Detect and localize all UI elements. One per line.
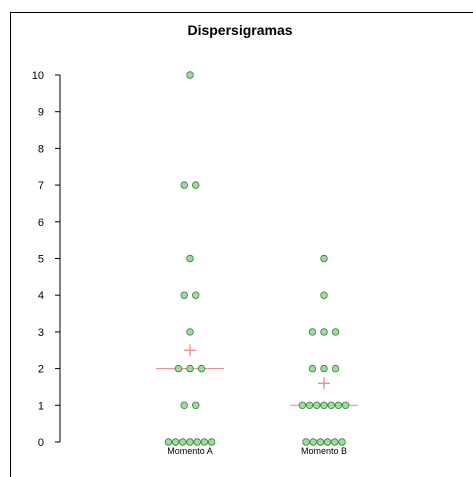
data-point <box>207 438 216 446</box>
data-point <box>308 364 317 373</box>
y-tick-label: 9 <box>38 107 44 119</box>
data-point <box>186 254 194 263</box>
data-point <box>338 438 346 446</box>
data-point <box>186 71 194 79</box>
y-tick-label: 8 <box>38 143 44 155</box>
data-point <box>305 401 314 409</box>
data-point <box>331 438 339 446</box>
data-point <box>171 438 180 446</box>
data-point <box>197 364 206 373</box>
y-tick-label: 3 <box>38 327 44 339</box>
y-tick-label: 5 <box>38 254 44 266</box>
data-point <box>179 438 187 446</box>
data-point <box>180 401 188 409</box>
data-point <box>320 254 328 263</box>
data-point <box>186 438 194 446</box>
data-point <box>316 438 325 446</box>
data-point <box>186 364 194 373</box>
data-point <box>320 401 328 409</box>
data-point <box>331 364 340 373</box>
y-tick-label: 1 <box>38 400 44 412</box>
data-point <box>200 438 209 446</box>
category-label: Momento B <box>301 446 347 456</box>
data-point <box>192 181 200 189</box>
data-point <box>298 401 307 409</box>
data-point <box>327 401 335 409</box>
y-tick-label: 10 <box>32 70 44 82</box>
data-point <box>174 364 183 373</box>
data-point <box>334 401 343 409</box>
data-point <box>164 438 173 446</box>
y-tick-label: 2 <box>38 364 44 376</box>
data-point <box>320 364 328 373</box>
data-point <box>192 401 200 409</box>
data-point <box>186 328 194 336</box>
data-point <box>341 401 350 409</box>
y-tick-label: 4 <box>38 290 44 302</box>
frame-top-border <box>10 12 473 13</box>
data-point <box>323 438 332 446</box>
chart-title: Dispersigramas <box>187 22 293 38</box>
data-point <box>180 181 188 189</box>
data-point <box>320 328 328 336</box>
data-point <box>320 291 328 299</box>
data-point <box>192 291 200 299</box>
data-point <box>309 438 317 446</box>
frame-left-border <box>10 12 11 477</box>
data-point <box>308 328 317 336</box>
data-point <box>302 438 310 446</box>
y-tick-label: 7 <box>38 180 44 192</box>
category-label: Momento A <box>167 446 213 456</box>
data-point <box>180 291 188 299</box>
data-point <box>193 438 201 446</box>
data-point <box>331 328 340 336</box>
data-point <box>313 401 321 409</box>
y-tick-label: 0 <box>38 437 44 449</box>
y-tick-label: 6 <box>38 217 44 229</box>
